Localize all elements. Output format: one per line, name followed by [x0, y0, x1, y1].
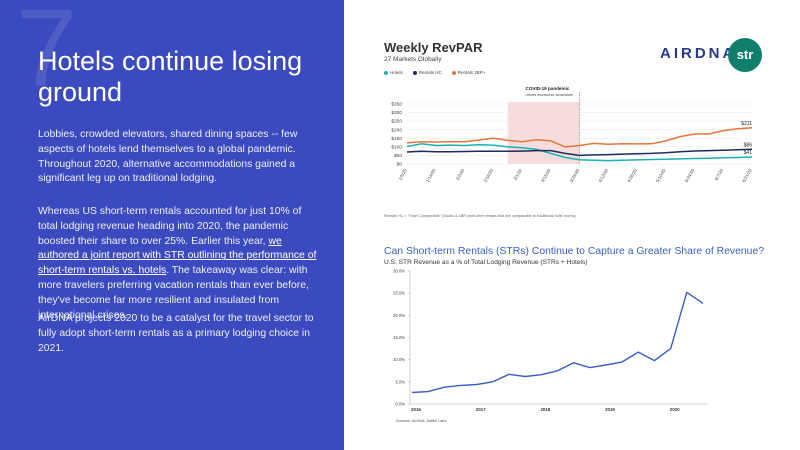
- chart1-x-tick-label: 2/16/20: [482, 168, 494, 184]
- chart2-subtitle: U.S. STR Revenue as a % of Total Lodging…: [384, 259, 588, 266]
- section-number: 7: [16, 0, 78, 110]
- chart2-series-line: [411, 291, 704, 394]
- joint-report-link[interactable]: we authored a joint report with STR outl…: [38, 235, 317, 277]
- chart1-x-tick-label: 6/7/20: [714, 168, 725, 182]
- legend-label-rentals-2br: Rentals 2BR+: [457, 70, 486, 75]
- chart1-x-tick-label: 4/26/20: [626, 168, 638, 184]
- chart2-y-tick-label: 25.0%: [393, 291, 405, 296]
- chart1-x-tick-label: 1/5/20: [397, 168, 408, 182]
- chart1-y-tick-label: $300: [391, 110, 402, 116]
- covid-annotation-title: COVID-19 pandemic: [526, 86, 570, 91]
- legend-label-rentals-hc: Rentals HC: [418, 70, 442, 75]
- chart1-x-tick-label: 1/19/20: [425, 168, 437, 184]
- covid-annotation-subtitle: drives economic slowdown: [526, 92, 574, 97]
- chart1-series-line-rentals-2br-: [406, 127, 753, 148]
- legend-dot-hotels: [384, 70, 388, 75]
- chart2-title: Can Short-term Rentals (STRs) Continue t…: [384, 246, 765, 257]
- legend-item-rentals-hc: Rentals HC: [412, 70, 442, 75]
- airdna-logo: AIRDNA: [660, 45, 737, 62]
- chart2-y-tick-label: 30.0%: [393, 269, 405, 274]
- chart1-end-value-label: $41: [744, 150, 753, 156]
- chart2-source: Sources: AirDNA, Kalibri Labs: [396, 419, 447, 423]
- chart1-series-line-rentals-hc: [406, 148, 753, 157]
- chart2-x-tick-label: 2020: [670, 407, 680, 412]
- chart1-x-tick-label: 5/10/20: [655, 168, 667, 184]
- legend-dot-rentals-hc: [412, 70, 417, 75]
- chart2-y-tick-label: 0.0%: [395, 402, 405, 407]
- chart2-x-tick-label: 2017: [476, 407, 486, 412]
- chart1-x-tick-label: 3/29/20: [569, 168, 581, 184]
- paragraph-2-text-end: . The takeaway was clear: with more trav…: [38, 265, 309, 321]
- legend-item-rentals-2br: Rentals 2BR+: [451, 70, 486, 75]
- chart1-subtitle: 27 Markets Globally: [384, 56, 442, 63]
- chart1-x-tick-label: 3/1/20: [512, 168, 523, 182]
- legend-label-hotels: Hotels: [390, 70, 403, 75]
- chart1-legend: Hotels Rentals HC Rentals 2BR+: [384, 70, 486, 75]
- chart1-x-tick-label: 4/12/20: [597, 168, 609, 184]
- legend-dot-rentals-2br: [451, 70, 456, 75]
- paragraph-2-text-start: Whereas US short-term rentals accounted …: [38, 206, 302, 247]
- chart1-x-tick-label: 3/15/20: [540, 168, 552, 184]
- chart2-y-tick-label: 20.0%: [393, 313, 405, 318]
- headline: Hotels continue losing ground: [38, 46, 303, 107]
- chart2-y-tick-label: 10.0%: [393, 357, 405, 362]
- chart1-y-tick-label: $0: [397, 162, 403, 168]
- covid-shaded-region: [507, 102, 580, 164]
- chart1-end-value-label: $211: [741, 121, 752, 127]
- chart1-footnote: Rentals HC = "Hotel Comparable" (Studio …: [384, 214, 576, 218]
- chart1-end-value-label: $86: [744, 142, 753, 148]
- paragraph-2: Whereas US short-term rentals accounted …: [38, 205, 320, 323]
- legend-item-hotels: Hotels: [384, 70, 403, 75]
- chart2-y-tick-label: 5.0%: [395, 379, 405, 384]
- paragraph-1: Lobbies, crowded elevators, shared dinin…: [38, 129, 298, 185]
- chart1-title: Weekly RevPAR: [384, 40, 483, 55]
- chart1-y-tick-label: $150: [391, 136, 402, 142]
- chart2-x-tick-label: 2019: [605, 407, 615, 412]
- chart1-y-tick-label: $50: [394, 153, 402, 159]
- chart2-y-tick-label: 15.0%: [393, 335, 405, 340]
- chart1-y-tick-label: $100: [391, 144, 402, 150]
- chart2-x-tick-label: 2018: [540, 407, 550, 412]
- chart1-x-tick-label: 5/24/20: [684, 168, 696, 184]
- chart1-y-tick-label: $350: [391, 102, 402, 108]
- left-panel: 7 Hotels continue losing ground Lobbies,…: [0, 0, 344, 450]
- chart1-series-line-hotels: [406, 143, 753, 162]
- paragraph-3: AirDNA projects 2020 to be a catalyst fo…: [38, 313, 314, 354]
- chart1-x-tick-label: 2/2/20: [455, 168, 466, 182]
- str-logo: str: [728, 38, 762, 72]
- chart1-x-tick-label: 6/21/20: [741, 168, 753, 184]
- chart1-y-tick-label: $250: [391, 119, 402, 125]
- chart1-y-tick-label: $200: [391, 127, 402, 133]
- chart2-x-tick-label: 2016: [411, 407, 421, 412]
